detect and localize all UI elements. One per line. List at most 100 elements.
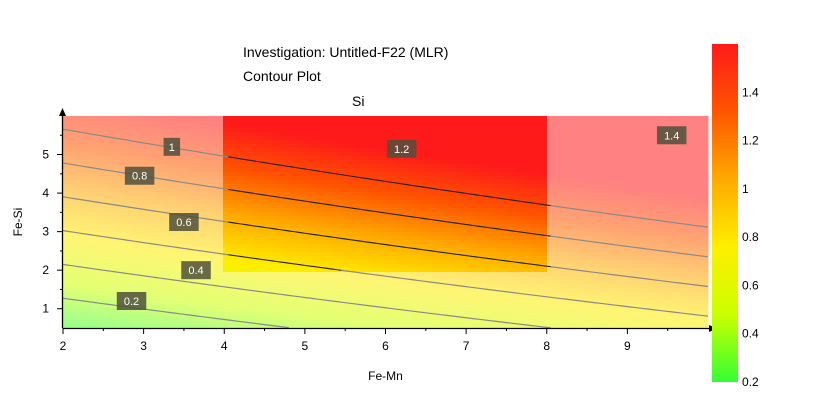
contour-cell <box>171 264 176 269</box>
contour-cell <box>271 216 276 221</box>
contour-cell <box>215 220 220 225</box>
contour-cell <box>331 136 336 141</box>
contour-cell <box>267 176 272 181</box>
contour-cell <box>427 268 432 273</box>
contour-cell <box>215 232 220 237</box>
contour-cell <box>319 140 324 145</box>
contour-cell <box>127 184 132 189</box>
contour-cell <box>179 256 184 261</box>
contour-cell <box>243 164 248 169</box>
contour-cell <box>119 180 124 185</box>
contour-cell <box>135 288 140 293</box>
contour-cell <box>283 264 288 269</box>
contour-cell <box>267 216 272 221</box>
contour-cell <box>287 212 292 217</box>
contour-cell <box>199 296 204 301</box>
contour-cell <box>435 176 440 181</box>
contour-cell <box>291 224 296 229</box>
contour-cell <box>143 140 148 145</box>
contour-cell <box>179 284 184 289</box>
contour-cell <box>187 196 192 201</box>
contour-cell <box>391 184 396 189</box>
contour-cell <box>203 136 208 141</box>
contour-cell <box>275 216 280 221</box>
contour-cell <box>147 296 152 301</box>
contour-cell <box>319 188 324 193</box>
contour-cell <box>395 164 400 169</box>
contour-cell <box>223 312 228 317</box>
contour-cell <box>399 320 404 325</box>
contour-cell <box>171 200 176 205</box>
contour-cell <box>171 260 176 265</box>
contour-cell <box>303 180 308 185</box>
contour-cell <box>395 176 400 181</box>
contour-cell <box>207 144 212 149</box>
contour-cell <box>259 324 264 329</box>
contour-cell <box>283 204 288 209</box>
contour-cell <box>263 144 268 149</box>
contour-cell <box>127 280 132 285</box>
contour-cell <box>107 248 112 253</box>
contour-cell <box>147 232 152 237</box>
contour-cell <box>79 264 84 269</box>
contour-cell <box>331 192 336 197</box>
contour-cell <box>291 212 296 217</box>
contour-cell <box>155 204 160 209</box>
contour-cell <box>139 124 144 129</box>
contour-cell <box>379 304 384 309</box>
contour-cell <box>159 248 164 253</box>
contour-cell <box>139 228 144 233</box>
contour-cell <box>271 172 276 177</box>
contour-cell <box>135 192 140 197</box>
contour-cell <box>175 288 180 293</box>
contour-cell <box>399 312 404 317</box>
contour-cell <box>211 136 216 141</box>
contour-cell <box>175 304 180 309</box>
contour-cell <box>119 124 124 129</box>
contour-cell <box>323 160 328 165</box>
contour-cell <box>359 128 364 133</box>
contour-cell <box>283 244 288 249</box>
contour-cell <box>363 228 368 233</box>
contour-cell <box>423 120 428 125</box>
contour-cell <box>251 164 256 169</box>
contour-cell <box>155 248 160 253</box>
contour-cell <box>187 116 192 121</box>
contour-cell <box>279 132 284 137</box>
contour-cell <box>75 176 80 181</box>
contour-cell <box>387 304 392 309</box>
contour-cell <box>403 240 408 245</box>
contour-cell <box>379 276 384 281</box>
contour-cell <box>263 276 268 281</box>
contour-cell <box>403 164 408 169</box>
contour-cell <box>235 264 240 269</box>
contour-cell <box>415 324 420 329</box>
contour-cell <box>291 296 296 301</box>
contour-cell <box>175 188 180 193</box>
contour-cell <box>219 220 224 225</box>
contour-cell <box>211 188 216 193</box>
contour-cell <box>399 232 404 237</box>
contour-cell <box>67 248 72 253</box>
contour-cell <box>251 188 256 193</box>
contour-cell <box>287 248 292 253</box>
contour-cell <box>191 164 196 169</box>
contour-cell <box>91 208 96 213</box>
contour-cell <box>371 216 376 221</box>
contour-cell <box>259 180 264 185</box>
contour-cell <box>431 148 436 153</box>
contour-cell <box>367 268 372 273</box>
contour-cell <box>211 292 216 297</box>
contour-cell <box>199 172 204 177</box>
contour-cell <box>371 296 376 301</box>
contour-cell <box>427 272 432 277</box>
contour-cell <box>335 124 340 129</box>
contour-cell <box>79 256 84 261</box>
contour-cell <box>67 192 72 197</box>
contour-cell <box>199 128 204 133</box>
contour-cell <box>311 260 316 265</box>
contour-cell <box>151 264 156 269</box>
contour-cell <box>191 184 196 189</box>
contour-cell <box>175 248 180 253</box>
contour-cell <box>379 200 384 205</box>
